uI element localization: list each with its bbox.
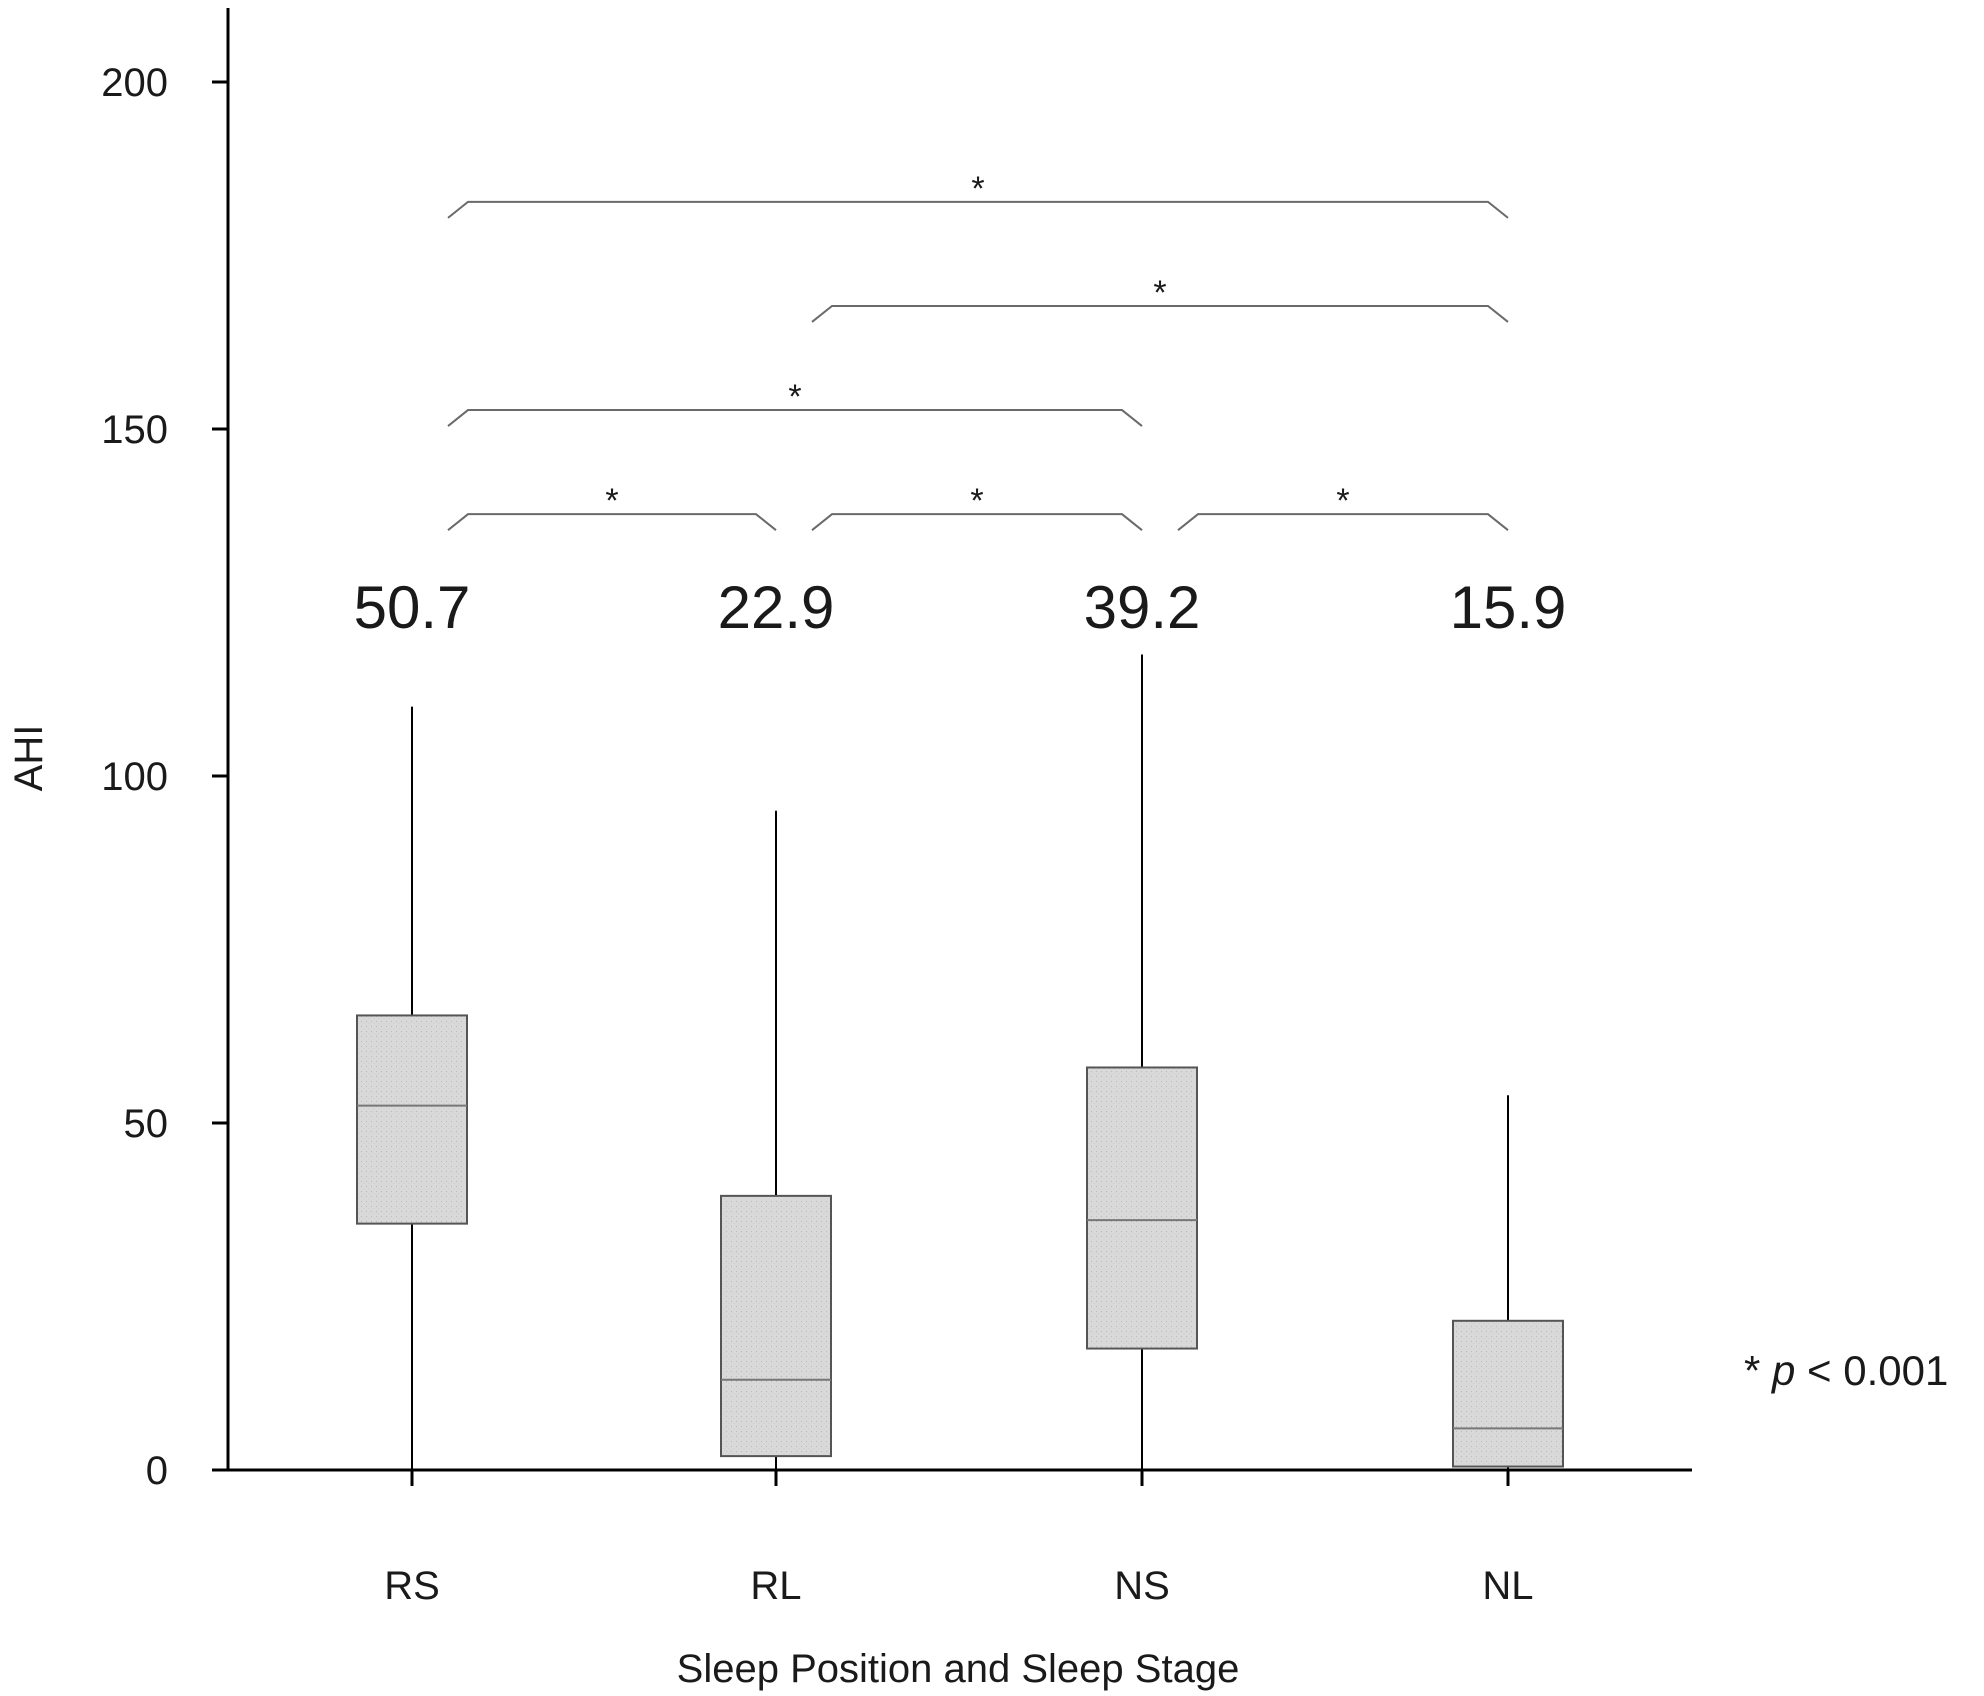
box-ns — [1086, 1066, 1198, 1350]
x-axis-title: Sleep Position and Sleep Stage — [677, 1647, 1240, 1691]
box-rl — [720, 1194, 832, 1458]
mean-value-label: 39.2 — [1084, 574, 1201, 641]
significance-marker: * — [1336, 482, 1349, 520]
significance-brackets — [447, 200, 1509, 531]
x-tick-label: RS — [384, 1564, 440, 1608]
box-group — [356, 654, 1564, 1470]
axes-group — [212, 8, 1692, 1486]
significance-marker: * — [971, 170, 984, 208]
x-tick-label: NL — [1482, 1564, 1533, 1608]
significance-marker: * — [605, 482, 618, 520]
mean-value-label: 15.9 — [1450, 574, 1567, 641]
significance-bracket — [447, 200, 1509, 219]
significance-bracket — [1177, 513, 1509, 531]
p-value-note: * p < 0.001 — [1744, 1347, 1948, 1394]
y-tick-label: 200 — [101, 61, 168, 105]
x-tick-label: RL — [750, 1564, 801, 1608]
y-tick-label: 150 — [101, 408, 168, 452]
p-note-threshold: < 0.001 — [1807, 1347, 1948, 1394]
significance-bracket — [811, 304, 1509, 323]
box-nl — [1452, 1319, 1564, 1468]
significance-marker: * — [788, 378, 801, 416]
mean-value-label: 50.7 — [354, 574, 471, 641]
y-axis-title: AHI — [7, 725, 51, 792]
text-labels: 0 50 100 150 200 RS RL NS NL Sleep Position and S… — [7, 61, 1948, 1691]
significance-bracket — [447, 513, 777, 531]
p-note-star: * — [1744, 1347, 1772, 1394]
p-note-p: p — [1770, 1347, 1807, 1394]
mean-value-label: 22.9 — [718, 574, 835, 641]
y-tick-label: 0 — [146, 1449, 168, 1493]
significance-marker: * — [970, 482, 983, 520]
significance-bracket — [447, 409, 1143, 427]
x-tick-label: NS — [1114, 1564, 1170, 1608]
y-tick-label: 100 — [101, 755, 168, 799]
box-rs — [356, 1014, 468, 1225]
significance-marker: * — [1153, 274, 1166, 312]
significance-bracket — [811, 513, 1143, 531]
y-tick-label: 50 — [124, 1102, 169, 1146]
